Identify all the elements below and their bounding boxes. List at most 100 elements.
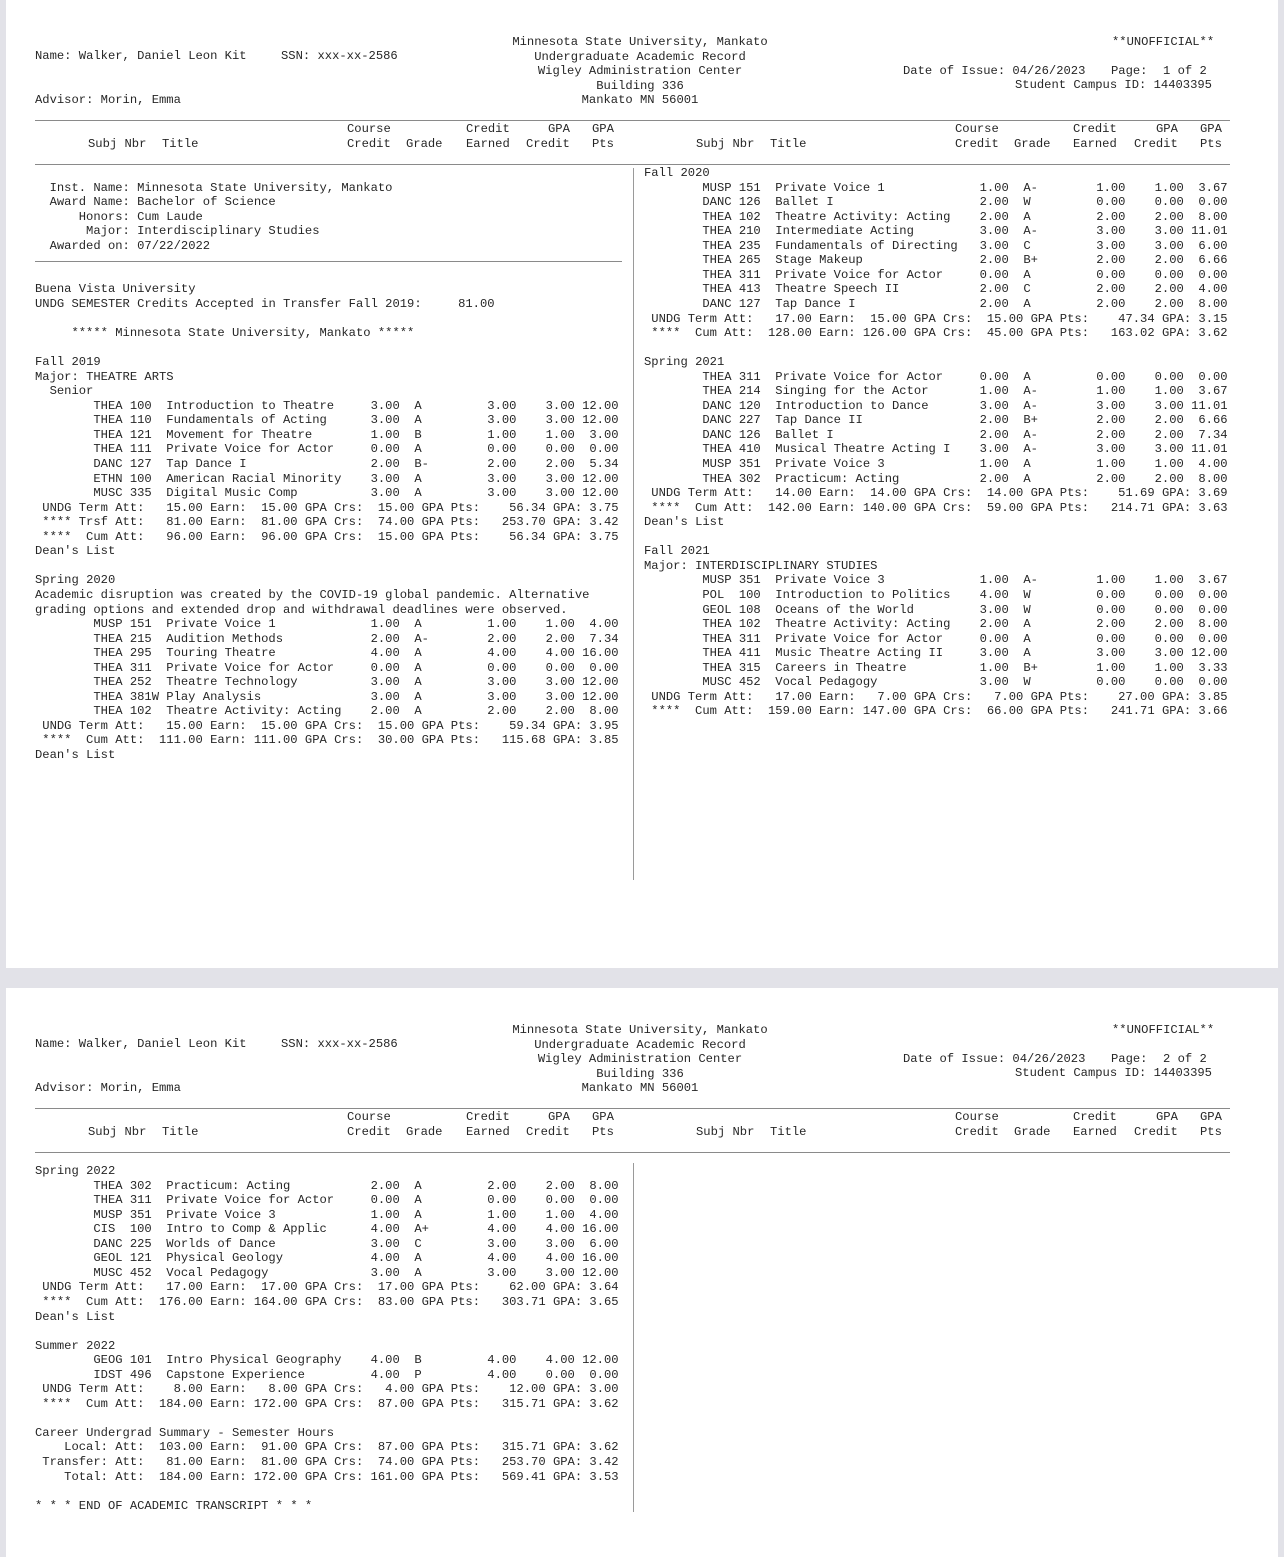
institution-line: Wigley Administration Center (537, 1052, 743, 1066)
course-credit: 2.00 (979, 296, 1009, 311)
gpa-credit: 1.00 (1154, 384, 1184, 399)
summary-label: UNDG Term Att: (42, 500, 145, 515)
term-summary-row: **** Cum Att: 159.00 Earn: 147.00 GPA Crs: 66… (644, 704, 1244, 719)
gpa-points: 0.00 (1198, 369, 1228, 384)
column-header-gpa: GPA (548, 1110, 570, 1124)
gpa-points: 3.00 (589, 427, 619, 442)
earn-label: Earn: (819, 486, 856, 501)
course-title: Private Voice for Actor (166, 442, 335, 457)
course-number: 381W (129, 689, 160, 704)
student-campus-id: Student Campus ID: 14403395 (1015, 1066, 1212, 1080)
degree-field-label: Honors: (78, 209, 130, 224)
course-number: 210 (738, 224, 761, 239)
course-grade: B (414, 427, 422, 442)
gpa-value: 3.62 (589, 1396, 619, 1411)
course-title: Theatre Speech II (775, 282, 900, 297)
earn-label: Earn: (819, 500, 856, 515)
column-header-earned: Earned (466, 137, 510, 151)
attempted-value: 81.00 (166, 1455, 203, 1469)
gpa-label: GPA: (552, 1440, 583, 1455)
credit-earned: 3.00 (1096, 224, 1126, 239)
transfer-credits-value: 81.00 (458, 296, 495, 311)
course-number: 302 (129, 1178, 152, 1193)
column-header-course: Course (347, 122, 391, 136)
course-grade: A (414, 675, 422, 690)
summary-label: UNDG Term Att: (651, 689, 754, 704)
credit-earned: 1.00 (1096, 573, 1126, 588)
gpa-label: GPA: (552, 515, 583, 530)
course-credit: 2.00 (370, 1178, 400, 1193)
gpa-credit: 2.00 (1154, 253, 1184, 268)
course-credit: 0.00 (979, 631, 1009, 646)
gpa-value: 3.66 (1198, 704, 1228, 719)
gpa-points-value: 315.71 (501, 1440, 546, 1455)
course-credit: 4.00 (370, 1367, 400, 1382)
course-credit: 1.00 (979, 180, 1009, 195)
course-number: 214 (738, 384, 761, 399)
student-name: Name: Walker, Daniel Leon Kit (35, 49, 247, 63)
course-number: 111 (129, 442, 152, 457)
course-number: 100 (738, 587, 761, 602)
course-number: 311 (738, 267, 761, 282)
student-campus-id: Student Campus ID: 14403395 (1015, 78, 1212, 92)
course-credit: 2.00 (370, 631, 400, 646)
page-label: Page: (1111, 1052, 1148, 1066)
course-title: Theatre Activity: Acting (775, 209, 951, 224)
gpa-points: 8.00 (1198, 617, 1228, 632)
course-credit: 3.00 (979, 224, 1009, 239)
course-title: Introduction to Politics (775, 587, 951, 602)
credit-earned: 1.00 (1096, 180, 1126, 195)
gpa-label: GPA: (1161, 311, 1192, 326)
course-credit: 1.00 (979, 457, 1009, 471)
gpa-value: 3.75 (589, 529, 619, 544)
degree-field: Major: Interdisciplinary Studies (35, 224, 635, 239)
term-summary-row: Total: Att: 184.00 Earn: 172.00 GPA Crs: 161.… (35, 1470, 635, 1485)
credit-earned: 4.00 (487, 1251, 517, 1266)
course-credit: 3.00 (979, 238, 1009, 253)
course-grade: B (414, 1353, 422, 1368)
column-header-subj-nbr: Subj Nbr (88, 137, 147, 151)
earn-label: Earn: (819, 326, 856, 341)
gpa-points: 7.34 (1198, 427, 1228, 442)
summary-label: **** Cum Att: (651, 500, 754, 515)
advisor: Advisor: Morin, Emma (35, 1081, 181, 1095)
course-subject: ETHN (93, 471, 123, 486)
term-major: Major: INTERDISCIPLINARY STUDIES (644, 559, 1244, 574)
gpa-credit: 2.00 (1154, 413, 1184, 428)
honor-line: Dean's List (644, 515, 1244, 530)
gpa-credit: 2.00 (545, 457, 575, 471)
course-credit: 0.00 (370, 1193, 400, 1208)
course-subject: GEOL (93, 1251, 123, 1266)
course-title: Physical Geology (166, 1251, 284, 1266)
date-of-issue: Date of Issue: 04/26/2023 (903, 1052, 1086, 1066)
course-subject: THEA (702, 267, 732, 282)
earned-value: 15.00 (870, 311, 907, 326)
institution-line: Building 336 (596, 78, 684, 93)
summary-label: Transfer: Att: (42, 1455, 145, 1469)
course-number: 496 (129, 1367, 152, 1382)
gpa-points: 8.00 (1198, 471, 1228, 486)
course-row: THEA 100 Introduction to Theatre 3.00 A 3.00 3… (35, 399, 635, 414)
gpa-credit: 0.00 (1154, 631, 1184, 646)
earn-label: Earn: (210, 718, 247, 733)
course-subject: MUSP (702, 573, 732, 588)
gpa-points: 3.67 (1198, 180, 1228, 195)
gpa-credits-label: GPA Crs: (304, 718, 364, 733)
course-title: Singing for the Actor (775, 384, 929, 399)
gpa-credit: 0.00 (1154, 369, 1184, 384)
gpa-credit: 2.00 (1154, 617, 1184, 632)
column-header-credit: Credit (955, 1125, 999, 1139)
column-header-gpa: GPA (592, 1110, 614, 1124)
course-credit: 3.00 (370, 675, 400, 690)
column-header-credit: Credit (1134, 137, 1178, 151)
gpa-value: 3.64 (589, 1280, 619, 1295)
gpa-value: 3.15 (1198, 311, 1228, 326)
column-header-pts: Pts (592, 137, 614, 151)
course-grade: A- (1023, 224, 1038, 239)
gpa-points: 4.00 (589, 617, 619, 632)
institution-line: Minnesota State University, Mankato (512, 1023, 768, 1037)
course-row: THEA 215 Audition Methods 2.00 A- 2.00 2.00 7.3… (35, 632, 635, 647)
credit-earned: 3.00 (487, 1236, 517, 1251)
course-grade: A (414, 689, 422, 704)
page-label: Page: (1111, 64, 1148, 78)
